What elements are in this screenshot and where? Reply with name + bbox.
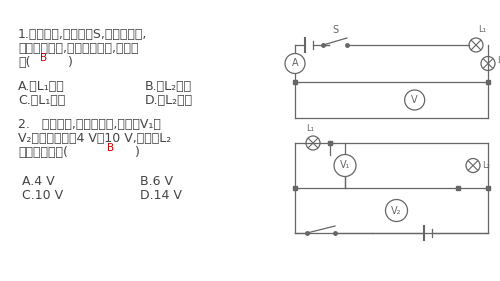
Text: A: A bbox=[292, 58, 298, 69]
Text: B: B bbox=[107, 143, 114, 153]
Circle shape bbox=[386, 200, 407, 221]
Text: V₂: V₂ bbox=[391, 205, 402, 216]
Text: 电流表无示数,电压表有示数,则故障: 电流表无示数,电压表有示数,则故障 bbox=[18, 42, 138, 55]
Text: A.灯L₁断路: A.灯L₁断路 bbox=[18, 80, 65, 93]
Text: V₂的示数分别为4 V和10 V,则灯泡L₂: V₂的示数分别为4 V和10 V,则灯泡L₂ bbox=[18, 132, 171, 145]
Text: ): ) bbox=[119, 146, 140, 159]
Text: C.10 V: C.10 V bbox=[22, 189, 63, 202]
Text: B: B bbox=[40, 53, 47, 63]
Text: L₂: L₂ bbox=[497, 56, 500, 65]
Text: 两端的电压为(: 两端的电压为( bbox=[18, 146, 68, 159]
Circle shape bbox=[334, 155, 356, 176]
Circle shape bbox=[285, 53, 305, 74]
Text: B.6 V: B.6 V bbox=[140, 175, 173, 188]
Text: B.灯L₂断路: B.灯L₂断路 bbox=[145, 80, 192, 93]
Text: S: S bbox=[332, 25, 338, 35]
Text: 1.如图所示,闭合开关S,两灯均不亮,: 1.如图所示,闭合开关S,两灯均不亮, bbox=[18, 28, 148, 41]
Circle shape bbox=[404, 90, 424, 110]
Text: L₁: L₁ bbox=[478, 25, 486, 34]
Text: L₁: L₁ bbox=[306, 124, 314, 133]
Text: D.灯L₂短路: D.灯L₂短路 bbox=[145, 94, 193, 107]
Text: C.灯L₁短路: C.灯L₁短路 bbox=[18, 94, 65, 107]
Text: D.14 V: D.14 V bbox=[140, 189, 182, 202]
Text: V₁: V₁ bbox=[340, 160, 350, 171]
Text: V: V bbox=[412, 95, 418, 105]
Text: ): ) bbox=[52, 56, 73, 69]
Text: 是(: 是( bbox=[18, 56, 30, 69]
Text: 2.   如图所示,开关闭合后,电压表V₁和: 2. 如图所示,开关闭合后,电压表V₁和 bbox=[18, 118, 161, 131]
Text: L₂: L₂ bbox=[482, 161, 490, 170]
Text: A.4 V: A.4 V bbox=[22, 175, 54, 188]
